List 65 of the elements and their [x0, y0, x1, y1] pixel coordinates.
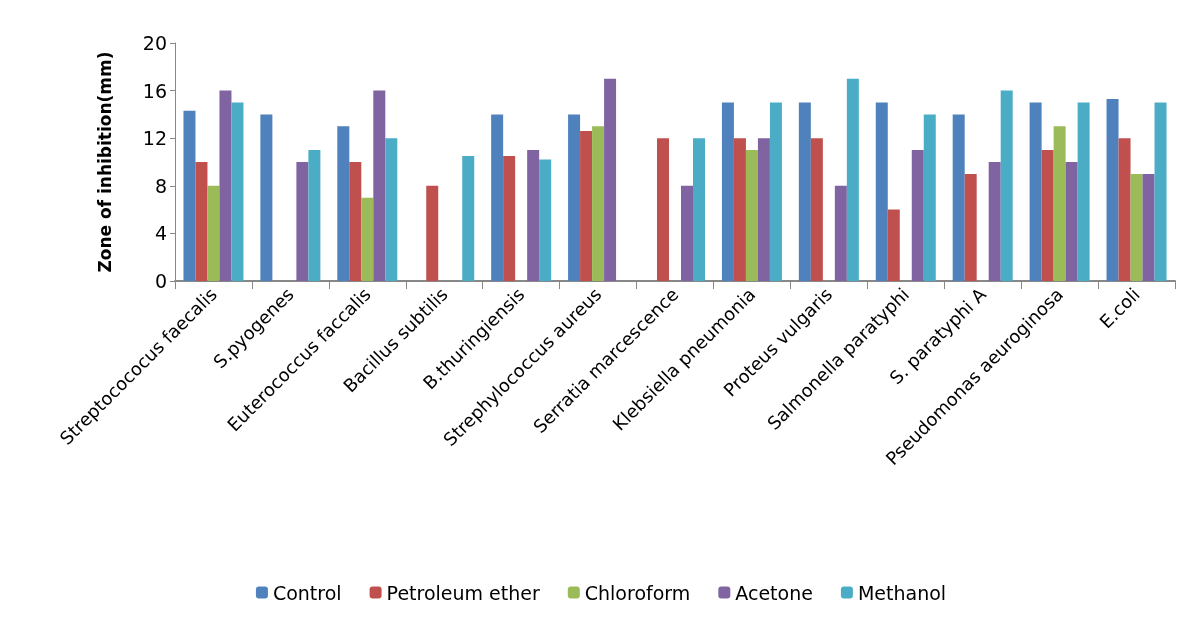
- bar: [693, 138, 705, 281]
- bar: [604, 78, 617, 281]
- bar: [1130, 173, 1143, 281]
- legend-label: Control: [272, 581, 342, 604]
- y-axis-title: Zone of inhibition(mm): [94, 51, 115, 273]
- bar: [798, 102, 811, 281]
- bar: [846, 78, 859, 281]
- bar: [769, 102, 782, 281]
- bar: [1077, 102, 1090, 281]
- bar: [462, 156, 475, 281]
- y-tick-label: 0: [154, 270, 167, 292]
- bar: [539, 159, 552, 281]
- bar: [308, 150, 321, 281]
- bar: [923, 114, 936, 281]
- bar: [260, 114, 273, 281]
- bar: [373, 90, 386, 281]
- bar: [1142, 173, 1155, 281]
- y-tick-label: 12: [142, 127, 167, 150]
- bar: [385, 138, 398, 281]
- bar: [219, 90, 232, 281]
- bar: [988, 162, 1001, 281]
- bar: [1029, 102, 1042, 281]
- bar: [911, 150, 924, 281]
- bar: [195, 162, 208, 281]
- bar: [1041, 150, 1054, 281]
- bar: [721, 102, 734, 281]
- bar: [207, 185, 220, 281]
- bar: [527, 150, 540, 281]
- bar: [568, 114, 581, 281]
- bar: [580, 131, 593, 281]
- bar: [592, 126, 605, 281]
- bar: [361, 197, 374, 281]
- bar: [296, 162, 309, 281]
- bar: [1118, 138, 1131, 281]
- bar: [757, 138, 770, 281]
- bar: [1053, 126, 1066, 281]
- y-tick-label: 4: [154, 222, 167, 245]
- y-tick-label: 16: [142, 79, 167, 102]
- legend-label: Acetone: [735, 581, 813, 604]
- bar: [337, 126, 350, 281]
- legend-label: Methanol: [857, 581, 947, 604]
- legend-label: Chloroform: [584, 581, 691, 604]
- y-tick-label: 20: [142, 32, 167, 54]
- bar: [426, 185, 439, 281]
- bar: [657, 138, 669, 281]
- bar: [810, 138, 823, 281]
- bar: [503, 156, 516, 281]
- bar: [349, 162, 362, 281]
- bar: [1065, 162, 1078, 281]
- bar: [733, 138, 746, 281]
- bar: [964, 173, 977, 281]
- bar: [491, 114, 504, 281]
- bar: [887, 209, 900, 281]
- bar: [745, 150, 758, 281]
- bar: [875, 102, 888, 281]
- bar: [1106, 98, 1119, 281]
- legend-label: Petroleum ether: [386, 581, 540, 604]
- y-tick-label: 8: [154, 174, 167, 197]
- bar: [952, 114, 965, 281]
- bar: [834, 185, 847, 281]
- bar: [231, 102, 244, 281]
- bar: [1000, 90, 1013, 281]
- bar: [183, 110, 196, 281]
- bar: [1154, 102, 1167, 281]
- bar: [681, 185, 693, 281]
